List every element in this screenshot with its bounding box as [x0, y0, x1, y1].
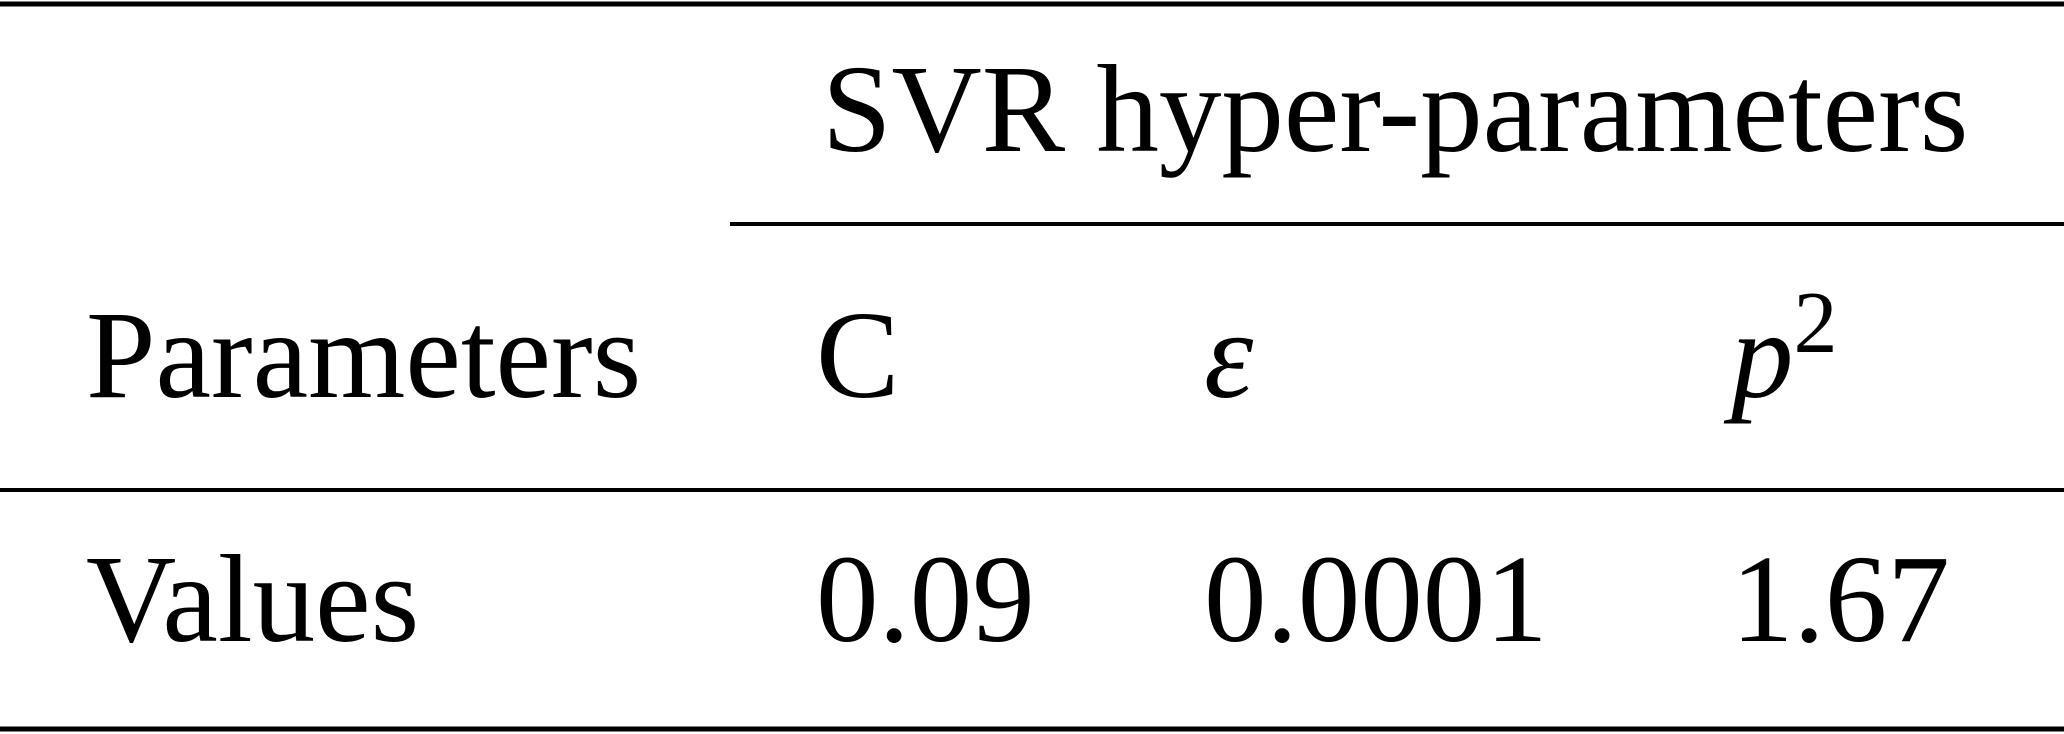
column-header-base: p	[1723, 287, 1794, 425]
column-header: ε	[1204, 287, 1254, 425]
column-header: C	[816, 287, 899, 425]
column-header: p2	[1723, 275, 1838, 425]
cell: 0.09	[816, 531, 1035, 669]
column-header: Parameters	[86, 287, 641, 425]
cell: 1.67	[1731, 531, 1950, 669]
group-header: SVR hyper-parameters	[822, 41, 1968, 179]
column-header-superscript: 2	[1794, 275, 1838, 372]
cell: 0.0001	[1204, 531, 1548, 669]
row-label: Values	[86, 531, 419, 669]
